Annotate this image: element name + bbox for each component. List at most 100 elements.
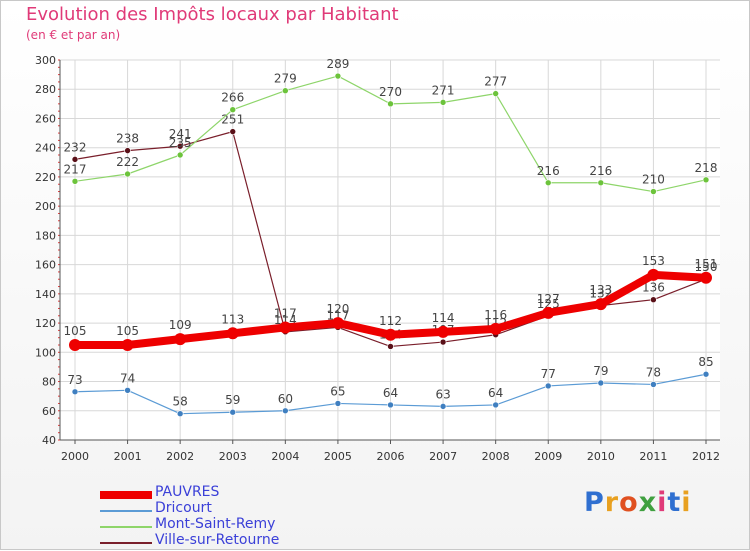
data-label-mont-saint-remy: 271 (432, 83, 455, 97)
data-point-ville-sur-retourne (387, 343, 394, 350)
data-label-mont-saint-remy: 210 (642, 173, 665, 187)
data-label-pauvres: 113 (221, 312, 244, 326)
data-label-pauvres: 120 (326, 302, 349, 316)
data-point-pauvres (700, 271, 712, 284)
data-label-mont-saint-remy: 222 (116, 155, 139, 169)
data-label-ville-sur-retourne: 125 (537, 297, 560, 311)
data-label-ville-sur-retourne: 241 (169, 127, 192, 141)
data-label-dricourt: 59 (225, 393, 240, 407)
y-tick-label: 100 (35, 346, 56, 359)
data-point-mont-saint-remy (597, 179, 605, 187)
data-point-dricourt (597, 379, 605, 387)
data-label-mont-saint-remy: 216 (589, 164, 612, 178)
data-point-ville-sur-retourne (124, 147, 131, 154)
data-point-pauvres (331, 317, 344, 330)
data-point-mont-saint-remy (650, 188, 657, 195)
x-tick-label: 2009 (534, 450, 562, 463)
data-point-mont-saint-remy (282, 87, 289, 94)
data-point-pauvres (121, 339, 134, 351)
data-label-dricourt: 63 (435, 387, 450, 401)
x-tick-label: 2010 (587, 450, 615, 463)
y-tick-label: 300 (35, 54, 56, 67)
data-label-dricourt: 77 (541, 367, 556, 381)
data-label-mont-saint-remy: 270 (379, 85, 402, 99)
data-point-ville-sur-retourne (439, 338, 447, 346)
data-label-pauvres: 116 (484, 308, 507, 322)
x-tick-label: 2004 (271, 450, 299, 463)
data-label-dricourt: 85 (698, 355, 713, 369)
x-tick-label: 2005 (324, 450, 352, 463)
data-point-pauvres (647, 268, 660, 281)
data-label-mont-saint-remy: 289 (326, 57, 349, 71)
data-label-pauvres: 105 (64, 324, 87, 338)
data-point-pauvres (542, 306, 555, 319)
y-tick-label: 180 (35, 229, 56, 242)
data-point-pauvres (594, 298, 607, 311)
legend-label-mont-saint-remy: Mont-Saint-Remy (155, 516, 276, 532)
proxiti-logo: Proxiti (584, 487, 692, 518)
data-point-mont-saint-remy (544, 179, 552, 187)
data-label-dricourt: 65 (330, 384, 345, 398)
data-point-dricourt (282, 407, 289, 415)
y-tick-label: 160 (35, 259, 56, 272)
data-label-dricourt: 73 (67, 373, 82, 387)
data-point-mont-saint-remy (702, 176, 710, 184)
data-point-mont-saint-remy (229, 106, 237, 113)
y-tick-label: 200 (35, 200, 56, 213)
legend-swatch-mont-saint-remy (100, 526, 152, 528)
data-point-mont-saint-remy (71, 178, 79, 185)
data-label-pauvres: 117 (274, 306, 297, 320)
x-tick-label: 2006 (377, 450, 405, 463)
data-label-ville-sur-retourne: 136 (642, 281, 665, 295)
x-tick-label: 2007 (429, 450, 457, 463)
data-label-pauvres: 151 (695, 257, 718, 271)
data-label-pauvres: 133 (589, 283, 612, 297)
data-label-mont-saint-remy: 218 (695, 161, 718, 175)
data-point-mont-saint-remy (387, 100, 394, 108)
logo-letter: i (681, 487, 692, 518)
data-point-pauvres (174, 333, 187, 346)
data-point-mont-saint-remy (334, 72, 342, 80)
legend-label-dricourt: Dricourt (155, 500, 212, 516)
x-tick-label: 2003 (219, 450, 247, 463)
data-label-pauvres: 105 (116, 324, 139, 338)
data-point-ville-sur-retourne (650, 296, 657, 303)
y-tick-label: 140 (35, 288, 56, 301)
data-point-dricourt (71, 388, 79, 396)
chart-title: Evolution des Impôts locaux par Habitant (26, 4, 399, 25)
x-tick-label: 2002 (166, 450, 194, 463)
data-label-ville-sur-retourne: 238 (116, 132, 139, 146)
data-label-pauvres: 114 (432, 311, 455, 325)
y-tick-label: 220 (35, 171, 56, 184)
data-label-pauvres: 109 (169, 318, 192, 332)
x-tick-label: 2000 (61, 450, 89, 463)
data-point-dricourt (544, 382, 552, 390)
data-point-mont-saint-remy (439, 99, 447, 106)
y-tick-label: 260 (35, 112, 56, 125)
data-point-dricourt (439, 403, 447, 410)
data-label-mont-saint-remy: 217 (64, 162, 87, 176)
data-point-dricourt (387, 401, 394, 409)
legend-label-ville-sur-retourne: Ville-sur-Retourne (155, 532, 280, 548)
legend-swatch-ville-sur-retourne (100, 542, 152, 544)
data-label-pauvres: 112 (379, 314, 402, 328)
legend-label-pauvres: PAUVRES (155, 484, 220, 500)
data-label-dricourt: 64 (488, 386, 503, 400)
logo-letter: i (657, 487, 668, 518)
data-label-mont-saint-remy: 277 (484, 75, 507, 89)
data-point-mont-saint-remy (492, 90, 499, 97)
data-point-pauvres (437, 325, 450, 338)
data-point-pauvres (489, 322, 502, 335)
data-label-ville-sur-retourne: 117 (326, 308, 349, 322)
logo-letter: r (604, 487, 620, 518)
data-point-dricourt (492, 401, 499, 409)
data-point-ville-sur-retourne (229, 128, 237, 135)
data-label-dricourt: 74 (120, 371, 135, 385)
x-tick-label: 2011 (639, 450, 667, 463)
data-label-mont-saint-remy: 279 (274, 72, 297, 86)
data-point-mont-saint-remy (176, 151, 184, 159)
data-label-mont-saint-remy: 216 (537, 164, 560, 178)
data-point-mont-saint-remy (124, 170, 131, 178)
data-label-ville-sur-retourne: 251 (221, 113, 244, 127)
